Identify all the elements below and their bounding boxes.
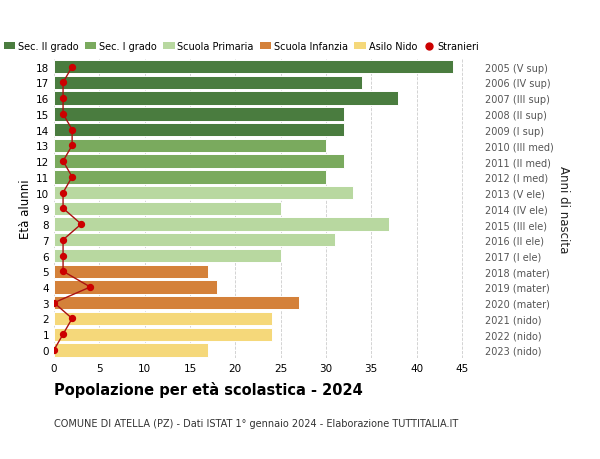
Bar	[54, 249, 281, 263]
Point	[58, 268, 68, 275]
Bar	[54, 202, 281, 216]
Bar	[54, 328, 272, 341]
Y-axis label: Anni di nascita: Anni di nascita	[557, 165, 570, 252]
Point	[67, 142, 77, 150]
Point	[67, 174, 77, 181]
Bar	[54, 312, 272, 325]
Point	[58, 252, 68, 260]
Y-axis label: Età alunni: Età alunni	[19, 179, 32, 239]
Bar	[54, 171, 326, 184]
Bar	[54, 61, 453, 74]
Bar	[54, 186, 353, 200]
Point	[67, 64, 77, 71]
Point	[67, 127, 77, 134]
Point	[58, 158, 68, 165]
Text: Popolazione per età scolastica - 2024: Popolazione per età scolastica - 2024	[54, 381, 363, 397]
Point	[58, 205, 68, 213]
Point	[58, 79, 68, 87]
Legend: Sec. II grado, Sec. I grado, Scuola Primaria, Scuola Infanzia, Asilo Nido, Stran: Sec. II grado, Sec. I grado, Scuola Prim…	[4, 42, 479, 52]
Bar	[54, 123, 344, 137]
Point	[58, 95, 68, 103]
Point	[58, 111, 68, 118]
Bar	[54, 265, 208, 278]
Bar	[54, 92, 398, 106]
Bar	[54, 343, 208, 357]
Point	[76, 221, 86, 228]
Point	[49, 347, 59, 354]
Bar	[54, 218, 389, 231]
Point	[67, 315, 77, 322]
Bar	[54, 155, 344, 168]
Point	[58, 331, 68, 338]
Point	[85, 284, 95, 291]
Point	[58, 236, 68, 244]
Point	[49, 299, 59, 307]
Bar	[54, 77, 362, 90]
Bar	[54, 234, 335, 247]
Bar	[54, 281, 217, 294]
Bar	[54, 297, 299, 310]
Bar	[54, 140, 326, 153]
Text: COMUNE DI ATELLA (PZ) - Dati ISTAT 1° gennaio 2024 - Elaborazione TUTTITALIA.IT: COMUNE DI ATELLA (PZ) - Dati ISTAT 1° ge…	[54, 418, 458, 428]
Point	[58, 190, 68, 197]
Bar	[54, 108, 344, 121]
